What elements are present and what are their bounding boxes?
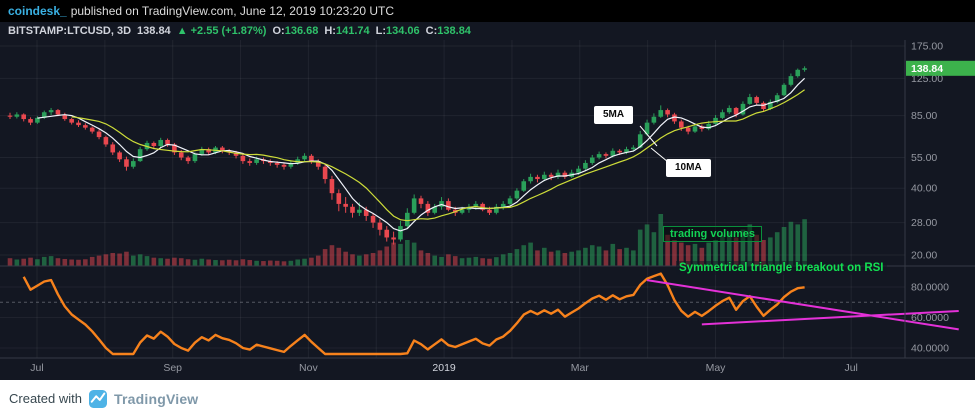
trading-volumes-label: trading volumes xyxy=(663,226,762,242)
ma5-pointer xyxy=(639,125,658,147)
svg-text:175.00: 175.00 xyxy=(911,41,943,53)
svg-text:138.84: 138.84 xyxy=(911,63,943,75)
svg-text:20.00: 20.00 xyxy=(911,250,937,262)
svg-text:Mar: Mar xyxy=(571,362,590,374)
svg-text:Sep: Sep xyxy=(163,362,182,374)
svg-text:May: May xyxy=(706,362,727,374)
author-link[interactable]: coindesk_ xyxy=(8,4,67,18)
ma10-callout: 10MA xyxy=(666,159,711,177)
svg-text:Nov: Nov xyxy=(299,362,318,374)
svg-text:28.00: 28.00 xyxy=(911,217,937,229)
svg-text:40.00: 40.00 xyxy=(911,183,937,195)
time-axis[interactable]: Jul Sep Nov 2019 Mar May Jul xyxy=(30,362,858,374)
svg-text:Jul: Jul xyxy=(844,362,857,374)
svg-text:40.0000: 40.0000 xyxy=(911,343,949,355)
volume-bars xyxy=(7,214,807,266)
last-price-tag xyxy=(906,60,975,76)
tradingview-brand-link[interactable]: TradingView xyxy=(113,390,199,407)
price-chart-svg[interactable]: 175.00 125.00 85.00 55.00 40.00 28.00 20.00 80.… xyxy=(0,40,975,380)
svg-text:80.0000: 80.0000 xyxy=(911,282,949,294)
svg-text:55.00: 55.00 xyxy=(911,152,937,164)
svg-text:85.00: 85.00 xyxy=(911,110,937,122)
publish-text: published on TradingView.com, June 12, 2… xyxy=(70,4,395,18)
rsi-trendline[interactable] xyxy=(646,279,959,331)
svg-text:Jul: Jul xyxy=(30,362,43,374)
ohlc-low: L:134.06 xyxy=(375,25,420,37)
symbol-name: BITSTAMP:LTCUSD, 3D xyxy=(8,25,132,37)
chart-area[interactable]: 175.00 125.00 85.00 55.00 40.00 28.00 20.00 80.… xyxy=(0,40,975,380)
rsi-trendline[interactable] xyxy=(701,309,959,326)
svg-text:125.00: 125.00 xyxy=(911,73,943,85)
rsi-breakout-label: Symmetrical triangle breakout on RSI xyxy=(676,261,887,275)
last-price: 138.84 xyxy=(137,25,171,37)
candles xyxy=(7,66,807,245)
footer-attribution: Created with TradingView xyxy=(0,380,975,417)
ma5-callout: 5MA xyxy=(594,106,634,124)
ma10-line xyxy=(71,89,805,222)
svg-text:2019: 2019 xyxy=(432,362,456,374)
rsi-line xyxy=(22,272,805,356)
publish-bar: coindesk_ published on TradingView.com, … xyxy=(0,0,975,22)
price-change: ▲ +2.55 (+1.87%) xyxy=(176,25,267,37)
ma10-pointer xyxy=(650,147,669,163)
ohlc-open: O:136.68 xyxy=(272,25,319,37)
price-axis[interactable]: 175.00 125.00 85.00 55.00 40.00 28.00 20.00 80.… xyxy=(906,41,975,355)
created-with-text: Created with xyxy=(9,391,82,406)
tradingview-logo-icon[interactable] xyxy=(88,389,107,408)
ohlc-high: H:141.74 xyxy=(324,25,370,37)
symbol-bar: BITSTAMP:LTCUSD, 3D 138.84 ▲ +2.55 (+1.8… xyxy=(0,22,975,40)
ohlc-close: C:138.84 xyxy=(425,25,471,37)
ma5-line xyxy=(37,77,806,232)
svg-text:60.0000: 60.0000 xyxy=(911,312,949,324)
